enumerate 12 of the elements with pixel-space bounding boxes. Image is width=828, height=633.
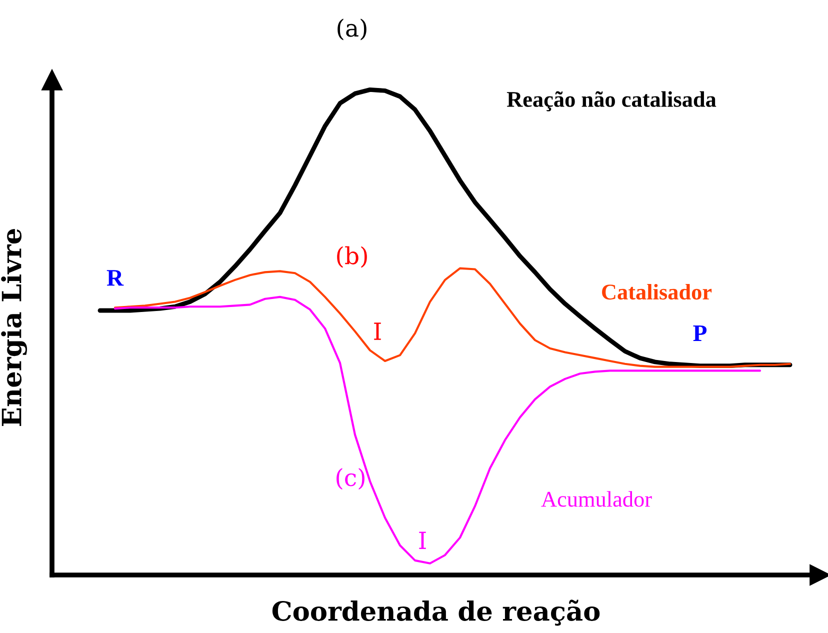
annotation: I — [419, 532, 426, 549]
text: Acumulador — [541, 491, 652, 507]
x-axis-title: Coordenada de reação — [272, 600, 600, 626]
annotation: I — [374, 322, 381, 340]
annotation: R — [106, 270, 124, 286]
annotation: P — [693, 325, 707, 341]
chart-title: (a) — [338, 18, 366, 40]
annotation: (c) — [336, 468, 364, 490]
text: Catalisador — [602, 284, 712, 300]
text: Reação não catalisada — [506, 91, 716, 112]
annotation: (b) — [337, 246, 367, 268]
y-axis-title: Energia Livre — [1, 229, 27, 426]
